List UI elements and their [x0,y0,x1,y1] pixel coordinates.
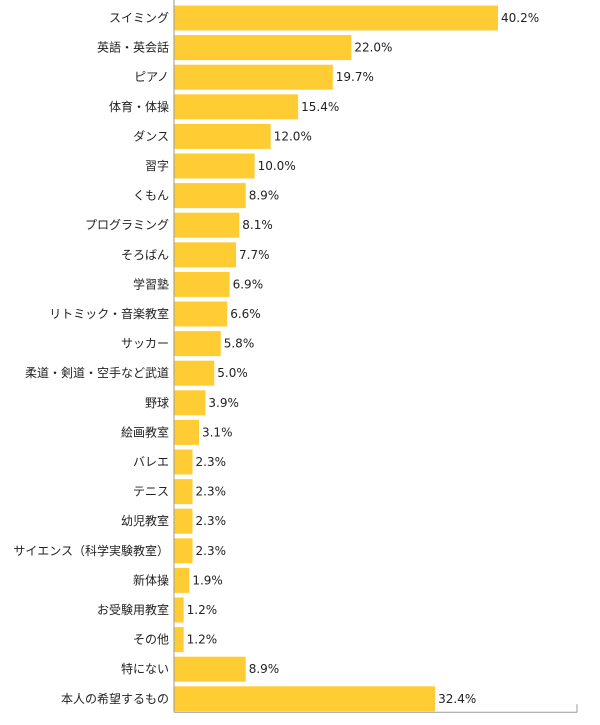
value-label: 2.3% [196,544,227,558]
category-label: 野球 [145,396,169,410]
value-label: 40.2% [501,11,539,25]
bar [174,360,215,386]
bar [174,64,333,90]
bar [174,331,221,357]
bar [174,153,255,179]
bar [174,479,193,505]
category-label: サイエンス（科学実験教室） [13,543,169,558]
category-label: その他 [133,633,169,647]
value-label: 5.8% [224,337,255,351]
value-label: 3.9% [208,396,239,410]
value-label: 5.0% [217,366,248,380]
value-label: 19.7% [336,70,374,84]
bar [174,183,246,209]
category-label: テニス [133,485,169,499]
value-label: 2.3% [196,455,227,469]
bar [174,123,271,149]
bar [174,538,193,564]
bar [174,449,193,475]
value-label: 2.3% [196,514,227,528]
bar [174,597,184,623]
value-label: 15.4% [301,100,339,114]
category-label: 特にない [121,661,169,676]
value-label: 1.2% [187,603,218,617]
category-label: くもん [133,189,169,203]
value-label: 10.0% [258,159,296,173]
category-label: ピアノ [134,70,169,84]
category-label: プログラミング [85,218,169,232]
value-label: 2.3% [196,485,227,499]
category-label: リトミック・音楽教室 [49,306,169,321]
bar [174,301,228,327]
category-label: 習字 [145,158,169,173]
bar [174,656,246,682]
bars-group [174,5,499,712]
value-label: 8.1% [242,218,273,232]
bar [174,242,237,268]
value-label: 1.9% [192,573,223,587]
bar [174,686,436,712]
value-label: 3.1% [202,425,233,439]
category-label: 体育・体操 [109,99,169,114]
value-label: 6.6% [230,307,260,321]
bar [174,567,190,593]
category-label: そろばん [121,248,169,262]
category-label: ダンス [133,128,169,143]
bar [174,419,199,445]
category-label: バレエ [133,455,169,469]
category-label: 学習塾 [133,276,169,291]
category-label: 幼児教室 [121,513,169,528]
value-label: 1.2% [187,633,218,647]
bar [174,271,230,297]
value-label: 6.9% [233,277,264,291]
value-labels-group: 40.2% 22.0% 19.7% 15.4% 12.0% 10.0% 8.9% 8.1% 7.… [187,11,539,706]
category-label: 英語・英会話 [97,40,169,55]
value-label: 8.9% [249,189,280,203]
bar [174,35,352,61]
value-label: 8.9% [249,662,280,676]
category-label: スイミング [109,11,169,25]
category-label: 柔道・剣道・空手など武道 [25,366,169,380]
category-label: お受験用教室 [97,602,169,617]
category-label: 新体操 [133,572,169,587]
value-label: 7.7% [239,248,270,262]
category-label: 本人の希望するもの [61,691,169,706]
category-labels-group: スイミング英語・英会話ピアノ体育・体操ダンス習字くもんプログラミングそろばん学習… [13,11,169,706]
category-label: 絵画教室 [121,424,169,439]
bar [174,508,193,534]
bar [174,212,240,238]
value-label: 12.0% [274,129,312,143]
bar [174,627,184,653]
value-label: 22.0% [354,41,392,55]
bar [174,94,299,120]
value-label: 32.4% [438,692,476,706]
bar [174,5,499,31]
bar [174,390,206,416]
category-label: サッカー [121,337,169,351]
